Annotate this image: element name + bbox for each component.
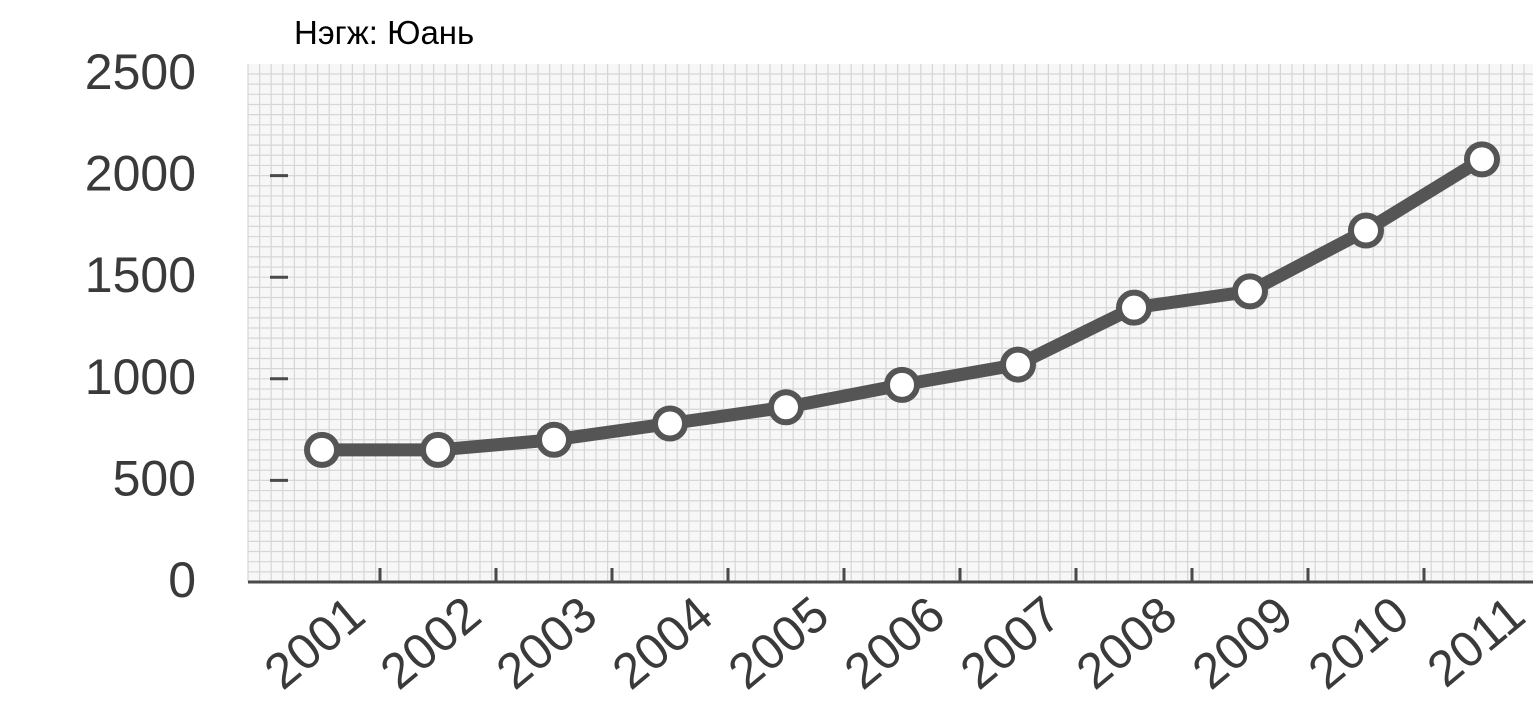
y-tick-label: 500 <box>113 450 196 506</box>
data-point <box>884 366 920 403</box>
data-point <box>1348 212 1384 249</box>
x-tick-label: 2007 <box>950 586 1071 700</box>
data-point <box>1464 141 1500 178</box>
data-point <box>536 421 572 458</box>
data-point <box>652 405 688 442</box>
x-tick-label: 2010 <box>1298 586 1419 700</box>
data-point <box>1000 346 1036 383</box>
y-axis-ticks: 0 500 1000 1500 2000 2500 <box>85 44 288 608</box>
x-tick-label: 2011 <box>1417 586 1533 698</box>
data-point <box>304 431 340 468</box>
y-tick-label: 1500 <box>85 247 196 303</box>
y-tick-label: 2500 <box>85 44 196 100</box>
x-tick-label: 2008 <box>1066 586 1187 700</box>
grid-lines <box>247 64 1533 583</box>
data-point <box>420 431 456 468</box>
y-tick-label: 2000 <box>85 146 196 202</box>
x-tick-label: 2009 <box>1182 586 1303 700</box>
x-tick-label: 2002 <box>370 586 491 700</box>
data-point <box>1232 273 1268 310</box>
plot-area <box>248 64 1533 582</box>
data-point <box>1116 289 1152 326</box>
x-tick-label: 2006 <box>834 586 955 700</box>
data-point <box>768 389 804 426</box>
x-axis-ticks: 2001200220032004200520062007200820092010… <box>254 568 1533 700</box>
series-group <box>304 141 1500 468</box>
unit-label: Нэгж: Юань <box>290 14 479 52</box>
x-tick-label: 2003 <box>486 586 607 700</box>
y-tick-label: 1000 <box>85 349 196 405</box>
y-tick-label: 0 <box>168 552 196 608</box>
x-tick-label: 2004 <box>602 586 723 700</box>
x-tick-label: 2005 <box>718 586 839 700</box>
x-tick-label: 2001 <box>254 586 375 700</box>
